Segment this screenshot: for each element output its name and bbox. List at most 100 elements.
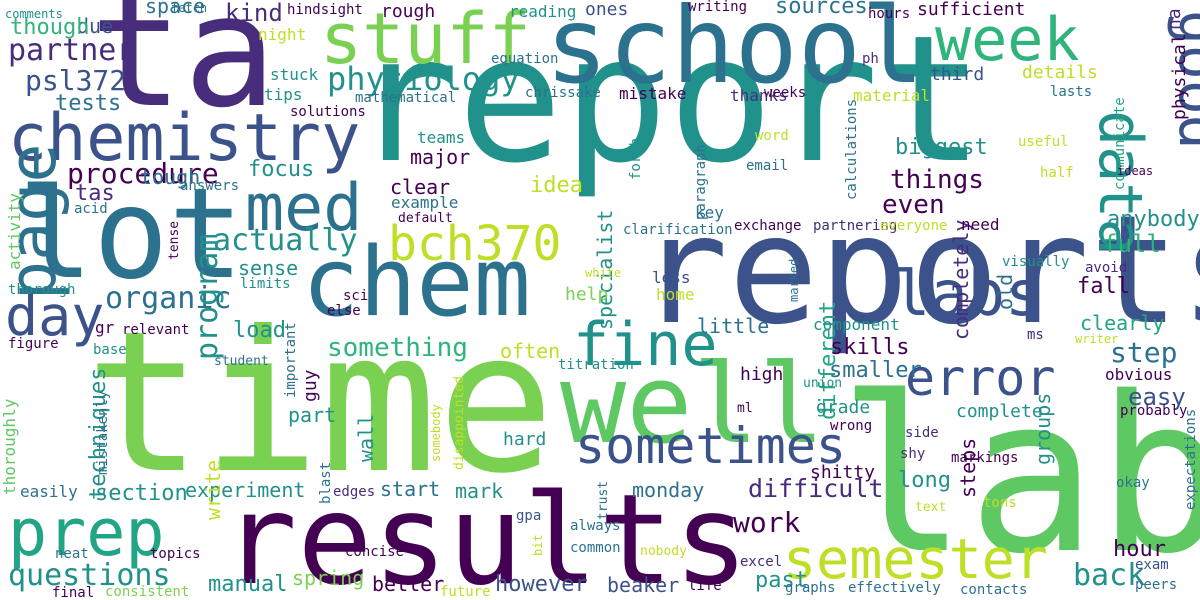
word-contacts: contacts <box>960 582 1027 598</box>
word-trust: trust <box>596 481 611 520</box>
word-okay: okay <box>1116 475 1150 491</box>
word-figure: figure <box>8 336 59 352</box>
word-wall: wall <box>354 414 378 462</box>
word-due: due <box>77 14 113 38</box>
word-weeks: weeks <box>764 85 806 101</box>
word-labs: labs <box>893 257 1042 330</box>
word-else: else <box>327 303 361 319</box>
word-edges: edges <box>333 484 375 500</box>
word-avoid: avoid <box>1085 260 1127 276</box>
word-home: home <box>656 285 695 304</box>
word-graphs: graphs <box>785 580 836 596</box>
word-groups: groups <box>1031 393 1055 465</box>
word-writer: writer <box>1075 332 1118 346</box>
word-chem: chem <box>302 228 531 338</box>
word-less: less <box>652 268 691 287</box>
word-communicate: communicate <box>1112 97 1128 190</box>
word-sometimes: sometimes <box>575 417 846 475</box>
word-tough: tough <box>140 165 200 189</box>
word-error: error <box>905 349 1056 407</box>
word-wrong: wrong <box>830 418 872 434</box>
word-time: time <box>85 289 555 516</box>
word-common: common <box>570 540 621 556</box>
word-different: different <box>816 301 841 420</box>
word-smaller: smaller <box>829 358 922 383</box>
word-final: final <box>52 585 94 600</box>
word-side: side <box>905 425 939 441</box>
word-somebody: somebody <box>429 404 443 462</box>
word-though: though <box>10 15 89 40</box>
word-concise: concise <box>345 544 404 560</box>
word-union: union <box>803 376 842 391</box>
word-better: better <box>372 572 444 596</box>
word-work: work <box>733 506 801 539</box>
word-biggest: biggest <box>895 135 988 160</box>
word-details: details <box>1022 62 1098 83</box>
word-physical: physical <box>1169 33 1190 120</box>
word-acid: acid <box>74 201 108 217</box>
word-useful: useful <box>1018 134 1069 150</box>
word-component: component <box>813 315 900 334</box>
word-ms: ms <box>1027 327 1044 343</box>
word-na: na <box>1164 8 1185 30</box>
word-half: half <box>1040 165 1074 181</box>
word-focus: focus <box>248 157 314 182</box>
word-bit: bit <box>531 534 545 556</box>
word-marked: marked <box>787 259 801 302</box>
word-expectations: expectations <box>1183 409 1199 510</box>
word-skills: skills <box>830 335 909 360</box>
word-shy: shy <box>900 446 925 462</box>
word-specialist: specialist <box>593 210 617 330</box>
word-anybody: anybody <box>1107 207 1200 232</box>
word-completely: completely <box>949 220 973 340</box>
word-things: things <box>890 165 984 195</box>
word-fetch: fetch <box>171 1 207 15</box>
word-sci: sci <box>343 288 368 304</box>
word-material: material <box>853 86 930 105</box>
word-physiology: physiology <box>327 60 520 98</box>
word-ph: ph <box>862 51 879 67</box>
word-chrissake: chrissake <box>525 85 601 101</box>
word-major: major <box>410 145 470 169</box>
word-ml: ml <box>737 401 753 416</box>
word-manual: manual <box>208 572 287 597</box>
word-full: full <box>1103 230 1161 258</box>
word-help: help <box>565 284 608 305</box>
word-sources: sources <box>775 0 868 19</box>
word-ta: ta <box>90 0 277 142</box>
word-psl372: psl372 <box>25 64 126 97</box>
word-excel: excel <box>740 554 782 570</box>
word-sense: sense <box>238 256 298 280</box>
word-visually: visually <box>1002 254 1069 270</box>
word-good: good <box>1166 10 1200 150</box>
word-calculations: calculations <box>844 99 860 200</box>
word-lab: lab <box>838 350 1200 600</box>
word-equation: equation <box>491 51 558 67</box>
word-clarification: clarification <box>623 222 733 238</box>
word-rough: rough <box>381 1 435 22</box>
word-report: report <box>352 0 984 202</box>
word-tas: tas <box>75 181 115 206</box>
word-old: old <box>993 274 1017 310</box>
word-procedure: procedure <box>67 157 219 190</box>
word-idea: idea <box>530 173 583 198</box>
word-however: however <box>495 572 588 597</box>
word-future: future <box>440 584 491 600</box>
word-something: something <box>327 333 468 363</box>
word-school: school <box>545 0 924 107</box>
word-past: past <box>755 568 808 593</box>
word-steps: steps <box>956 438 980 498</box>
word-techniques: techniques <box>86 368 111 500</box>
word-third: third <box>930 64 984 85</box>
word-ideas: ideas <box>1117 164 1153 178</box>
word-gr: gr <box>95 318 115 337</box>
word-topics: topics <box>150 546 201 562</box>
word-writing: writing <box>688 0 747 15</box>
word-often: often <box>500 339 560 363</box>
word-day: day <box>5 284 104 348</box>
word-tense: tense <box>167 221 182 260</box>
word-email: email <box>746 158 788 174</box>
word-exchange: exchange <box>734 218 801 234</box>
word-disappointed: disappointed <box>452 376 467 470</box>
word-life: life <box>688 578 722 594</box>
